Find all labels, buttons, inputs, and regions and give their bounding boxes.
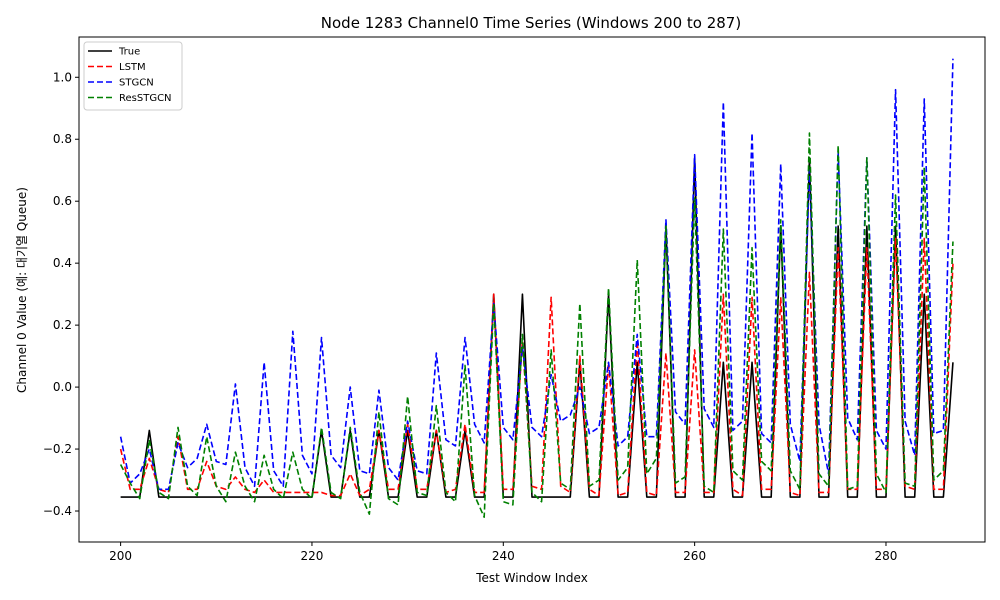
y-tick-label: 0.8 <box>53 132 72 146</box>
x-axis-title: Test Window Index <box>475 571 588 585</box>
chart-title: Node 1283 Channel0 Time Series (Windows … <box>321 14 741 32</box>
y-tick-label: 1.0 <box>53 70 72 84</box>
legend-label-resstgcn: ResSTGCN <box>119 93 172 104</box>
y-tick-label: 0.2 <box>53 318 72 332</box>
y-tick-label: 0.4 <box>53 256 72 270</box>
y-tick-label: 0.6 <box>53 194 72 208</box>
x-tick-label: 260 <box>683 549 706 563</box>
x-tick-label: 220 <box>301 549 324 563</box>
legend-label-lstm: LSTM <box>119 62 146 73</box>
y-axis: −0.4 −0.2 0.0 0.2 0.4 0.6 0.8 1.0 <box>43 70 79 518</box>
plot-area <box>78 36 986 543</box>
y-tick-label: −0.4 <box>43 504 72 518</box>
legend: True LSTM STGCN ResSTGCN <box>83 41 183 111</box>
y-tick-label: 0.0 <box>53 380 72 394</box>
x-axis: 200 220 240 260 280 <box>109 542 897 563</box>
y-tick-label: −0.2 <box>43 442 72 456</box>
series-line-resstgcn <box>119 132 954 519</box>
plot-frame <box>79 37 985 542</box>
y-axis-title: Channel 0 Value (예: 대기열 Queue) <box>15 187 29 393</box>
legend-label-stgcn: STGCN <box>119 78 154 89</box>
legend-box <box>83 41 183 111</box>
x-tick-label: 200 <box>109 549 132 563</box>
series-line-lstm <box>119 237 954 497</box>
x-tick-label: 280 <box>875 549 898 563</box>
legend-label-true: True <box>118 47 140 58</box>
plot-border <box>78 36 986 543</box>
series-layer <box>119 58 954 519</box>
x-tick-label: 240 <box>492 549 515 563</box>
